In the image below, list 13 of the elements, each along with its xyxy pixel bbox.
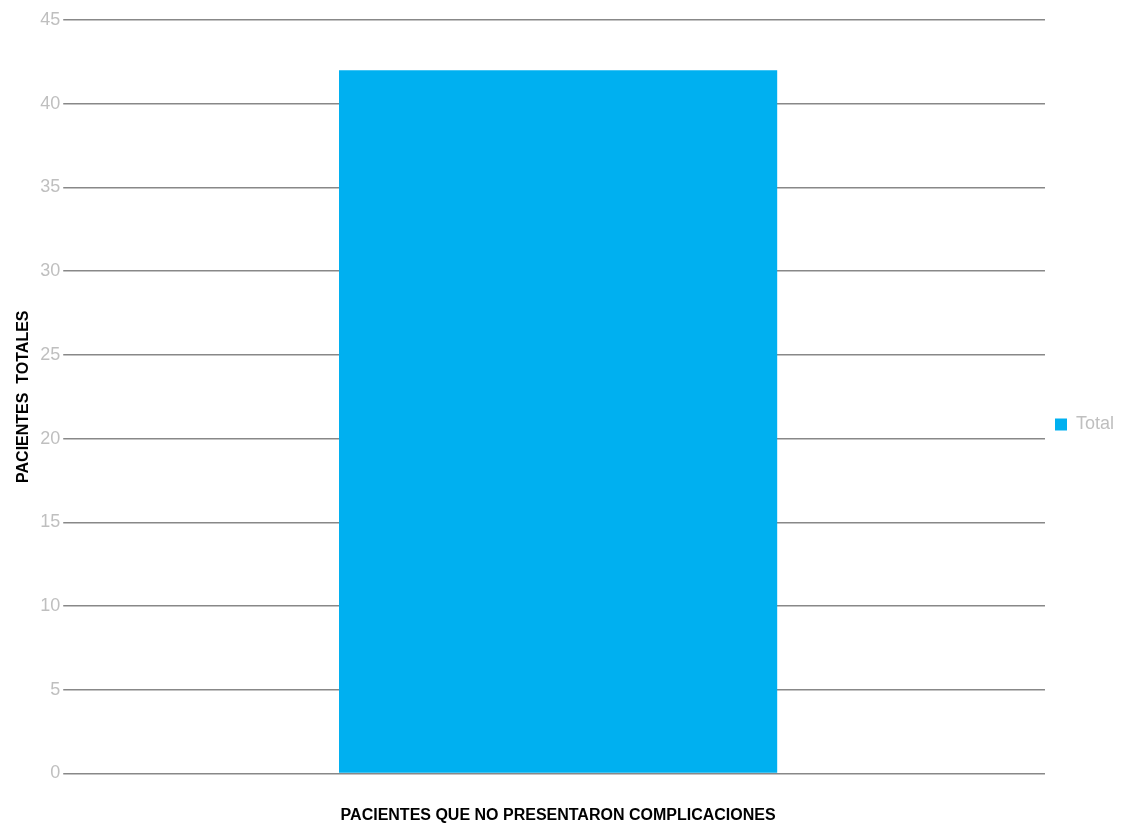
y-tick-label: 0 xyxy=(50,762,61,783)
y-tick-label: 15 xyxy=(40,511,61,532)
x-axis-title: PACIENTES QUE NO PRESENTARON COMPLICACIONES xyxy=(340,805,776,823)
y-tick-label: 25 xyxy=(40,343,61,364)
y-tick-label: 30 xyxy=(40,260,61,281)
y-tick-label: 35 xyxy=(40,176,61,197)
y-tick-label: 40 xyxy=(40,92,61,113)
y-tick-label: 5 xyxy=(50,678,61,699)
y-tick-label: 10 xyxy=(40,594,61,615)
y-axis-title: PACIENTES TOTALES xyxy=(14,310,32,483)
y-tick-label: 45 xyxy=(40,8,61,29)
y-tick-label: 20 xyxy=(40,427,61,448)
legend-label: Total xyxy=(1075,413,1115,434)
